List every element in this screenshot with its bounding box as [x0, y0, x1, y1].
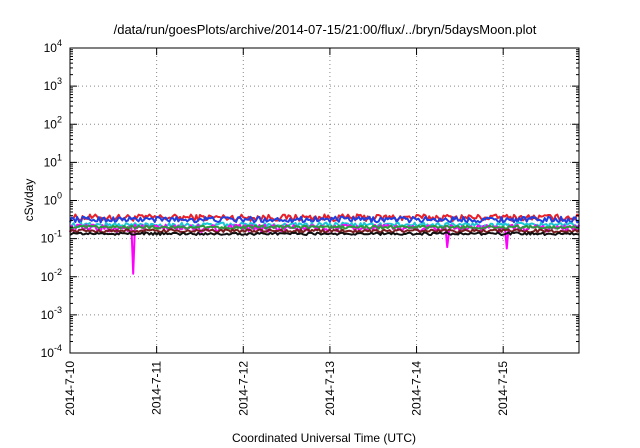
x-axis-label: Coordinated Universal Time (UTC): [232, 431, 416, 445]
y-tick-label: 101: [44, 152, 62, 169]
x-tick-label: 2014-7-14: [410, 361, 424, 416]
y-tick-label: 10-3: [41, 305, 62, 322]
x-tick-label: 2014-7-15: [496, 361, 510, 416]
y-tick-label: 100: [44, 191, 62, 208]
y-tick-label: 102: [44, 114, 62, 131]
chart-title: /data/run/goesPlots/archive/2014-07-15/2…: [114, 22, 537, 37]
series-line: [69, 224, 580, 230]
x-tick-label: 2014-7-13: [323, 361, 337, 416]
x-tick-label: 2014-7-12: [236, 361, 250, 416]
grid: [70, 48, 579, 353]
series-line: [69, 228, 580, 234]
y-tick-labels: 10-4 10-3 10-2 10-1 100 101 102 103 104: [41, 38, 62, 360]
y-tick-label: 10-2: [41, 267, 62, 284]
y-axis-label: cSv/day: [22, 179, 36, 222]
y-tick-label: 10-1: [41, 229, 62, 246]
ticks: [69, 47, 579, 354]
x-tick-label: 2014-7-11: [150, 361, 164, 415]
y-tick-label: 103: [44, 76, 62, 93]
series-line: [69, 231, 580, 236]
y-tick-label: 10-4: [41, 343, 62, 360]
series-group: [69, 213, 580, 275]
series-line: [69, 213, 580, 223]
x-tick-labels: 2014-7-10 2014-7-11 2014-7-12 2014-7-13 2014…: [63, 361, 510, 416]
y-tick-label: 104: [44, 38, 62, 55]
series-line: [69, 215, 580, 224]
x-tick-label: 2014-7-10: [63, 361, 77, 416]
